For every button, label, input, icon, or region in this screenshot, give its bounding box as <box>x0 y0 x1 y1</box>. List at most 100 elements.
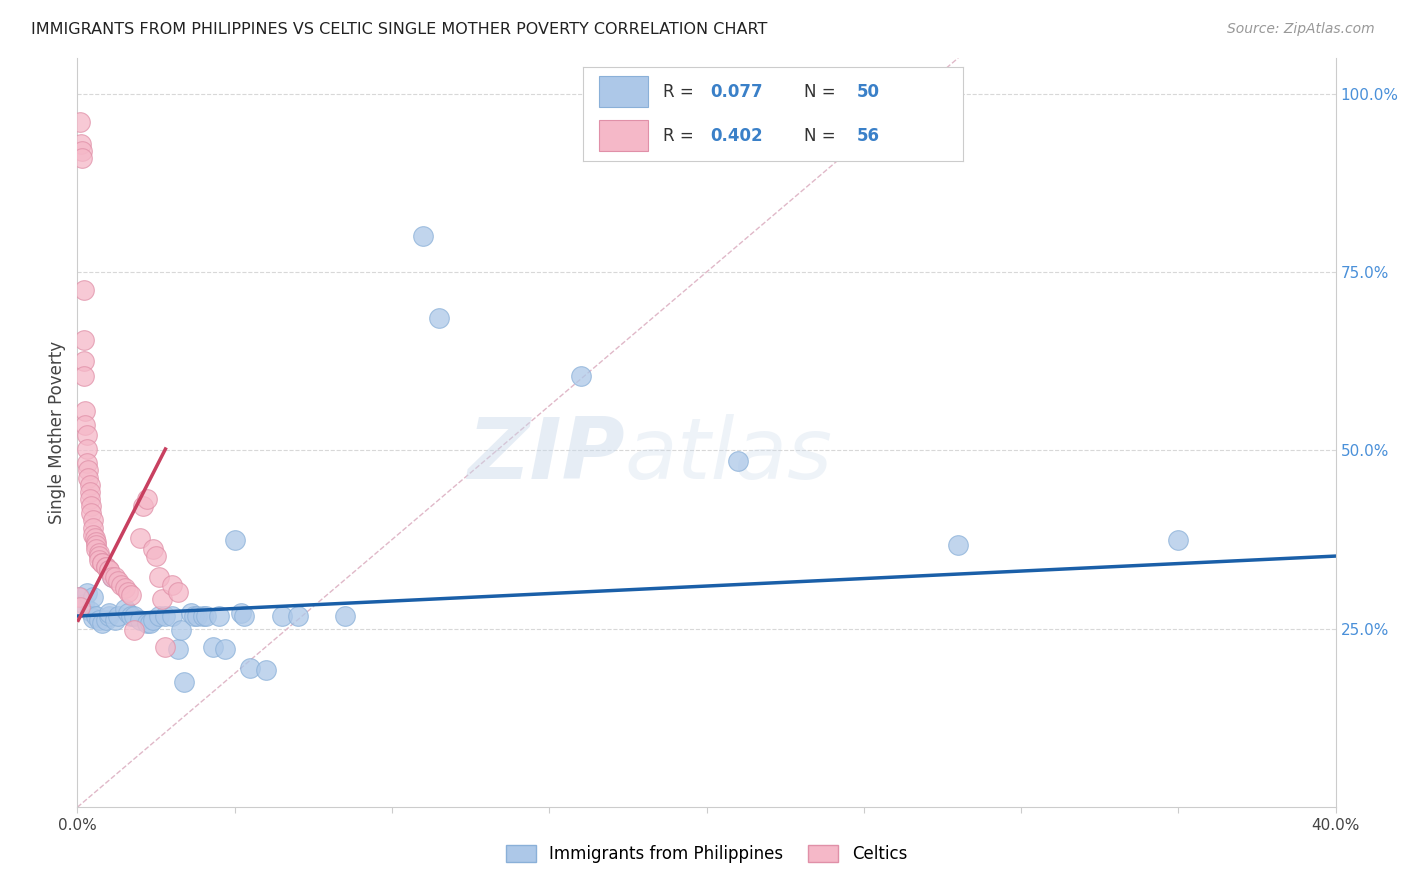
Point <box>427 311 450 326</box>
Point <box>97 609 120 624</box>
Point <box>122 609 145 624</box>
Point <box>120 609 142 624</box>
Point <box>82 611 104 625</box>
Point <box>104 570 127 584</box>
Text: R =: R = <box>664 83 699 101</box>
Point <box>150 591 173 606</box>
Point <box>91 556 114 570</box>
Point <box>186 609 208 624</box>
Point <box>97 563 120 577</box>
Point <box>138 616 160 631</box>
Point <box>91 556 114 570</box>
Point <box>183 609 205 624</box>
Point <box>107 609 129 624</box>
Bar <box>599 77 648 107</box>
Point <box>70 144 93 158</box>
Point <box>229 606 252 620</box>
Text: atlas: atlas <box>624 414 832 497</box>
Point <box>148 570 170 584</box>
Point <box>72 283 94 297</box>
Point <box>287 609 309 624</box>
Text: Source: ZipAtlas.com: Source: ZipAtlas.com <box>1227 22 1375 37</box>
Point <box>69 115 91 129</box>
Point <box>69 590 91 604</box>
Point <box>67 590 90 604</box>
Legend: Immigrants from Philippines, Celtics: Immigrants from Philippines, Celtics <box>499 838 914 870</box>
Point <box>180 606 202 620</box>
Point <box>195 609 218 624</box>
Text: N =: N = <box>804 127 841 145</box>
Point <box>254 663 277 677</box>
Point <box>83 531 105 545</box>
Point <box>155 640 177 654</box>
Point <box>129 613 152 627</box>
Point <box>84 541 107 556</box>
Point <box>160 577 183 591</box>
Point <box>76 586 98 600</box>
Point <box>104 613 127 627</box>
Point <box>224 533 246 547</box>
Point <box>170 624 193 638</box>
Text: N =: N = <box>804 83 841 101</box>
Point <box>72 597 94 611</box>
Point <box>77 470 100 484</box>
Point <box>155 609 177 624</box>
Point <box>94 559 117 574</box>
Point <box>70 136 93 151</box>
Y-axis label: Single Mother Poverty: Single Mother Poverty <box>48 341 66 524</box>
Point <box>82 527 104 541</box>
Text: 56: 56 <box>856 127 880 145</box>
Point <box>70 151 93 165</box>
Point <box>72 333 94 347</box>
Point <box>91 616 114 631</box>
Point <box>132 499 155 513</box>
Point <box>114 581 136 595</box>
Text: 0.402: 0.402 <box>710 127 763 145</box>
Point <box>89 613 111 627</box>
Point <box>120 588 142 602</box>
Point <box>191 609 215 624</box>
Point <box>94 559 117 574</box>
Point <box>948 538 970 552</box>
Point <box>1167 533 1189 547</box>
Point <box>107 574 129 588</box>
Point <box>97 563 120 577</box>
Text: 0.077: 0.077 <box>710 83 763 101</box>
Point <box>77 463 100 477</box>
Text: ZIP: ZIP <box>467 414 624 497</box>
Point <box>101 570 124 584</box>
Point <box>114 602 136 616</box>
Point <box>110 577 132 591</box>
Point <box>72 368 94 383</box>
Point <box>82 520 104 534</box>
Point <box>214 641 236 656</box>
Point <box>80 506 103 520</box>
Point <box>94 613 117 627</box>
Point <box>97 606 120 620</box>
Point <box>84 534 107 549</box>
Point <box>122 624 145 638</box>
Point <box>89 549 111 563</box>
Point <box>135 491 157 506</box>
Point <box>208 609 231 624</box>
Point <box>569 368 592 383</box>
Bar <box>599 120 648 152</box>
Point <box>79 604 101 618</box>
Point <box>129 531 152 545</box>
Point <box>333 609 356 624</box>
Point <box>412 229 434 244</box>
Point <box>75 404 97 418</box>
Point <box>82 513 104 527</box>
Point <box>135 616 157 631</box>
Text: R =: R = <box>664 127 699 145</box>
Point <box>76 442 98 456</box>
Point <box>72 354 94 368</box>
Point <box>167 584 190 599</box>
Point <box>142 541 165 556</box>
Point <box>117 606 139 620</box>
Point <box>239 661 262 675</box>
Point <box>82 590 104 604</box>
Point <box>79 491 101 506</box>
Point <box>84 609 107 624</box>
Text: IMMIGRANTS FROM PHILIPPINES VS CELTIC SINGLE MOTHER POVERTY CORRELATION CHART: IMMIGRANTS FROM PHILIPPINES VS CELTIC SI… <box>31 22 768 37</box>
